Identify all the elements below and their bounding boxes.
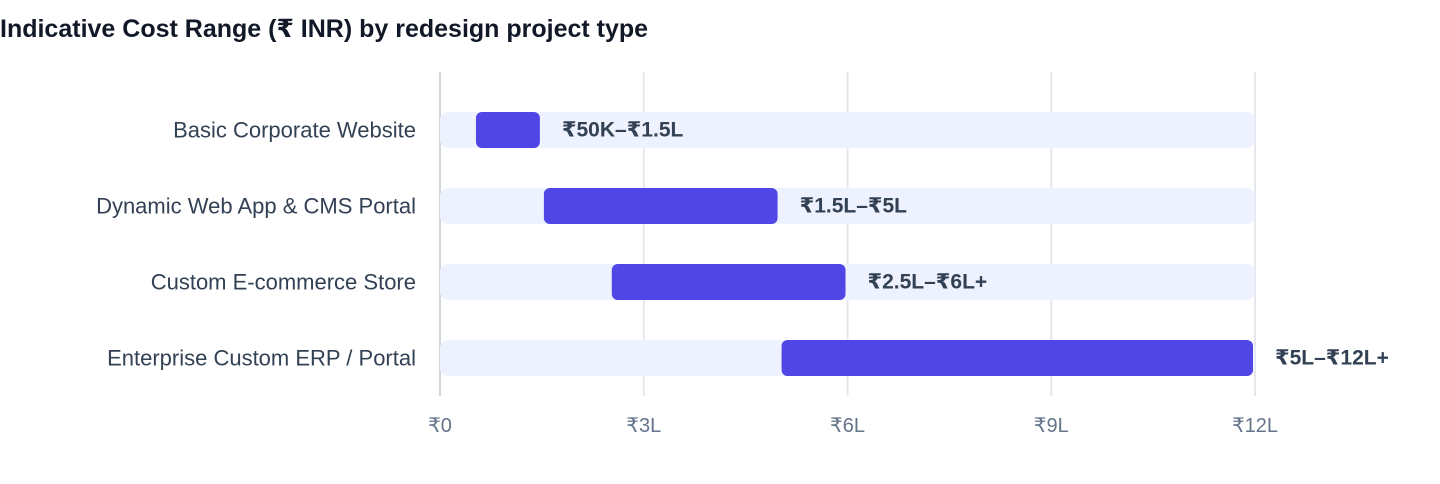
chart-title: Indicative Cost Range (₹ INR) by redesig… bbox=[0, 15, 649, 43]
x-tick-label: ₹6L bbox=[830, 415, 865, 437]
range-track bbox=[440, 264, 1255, 300]
x-tick-label: ₹3L bbox=[626, 415, 661, 437]
range-data-label: ₹5L–₹12L+ bbox=[1275, 347, 1389, 370]
category-label: Custom E-commerce Store bbox=[151, 270, 416, 295]
range-data-label: ₹1.5L–₹5L bbox=[800, 195, 908, 218]
range-bar bbox=[781, 340, 1253, 376]
range-data-label: ₹2.5L–₹6L+ bbox=[868, 271, 988, 294]
x-tick-label: ₹9L bbox=[1034, 415, 1069, 437]
category-label: Basic Corporate Website bbox=[173, 118, 416, 143]
x-tick-label: ₹12L bbox=[1232, 415, 1278, 437]
range-bar bbox=[611, 264, 846, 300]
category-label: Enterprise Custom ERP / Portal bbox=[107, 346, 416, 371]
x-tick-label: ₹0 bbox=[428, 415, 452, 437]
range-bar bbox=[475, 112, 540, 148]
range-bar bbox=[543, 188, 778, 224]
category-label: Dynamic Web App & CMS Portal bbox=[96, 194, 416, 219]
range-data-label: ₹50K–₹1.5L bbox=[562, 119, 684, 142]
range-track bbox=[440, 112, 1255, 148]
